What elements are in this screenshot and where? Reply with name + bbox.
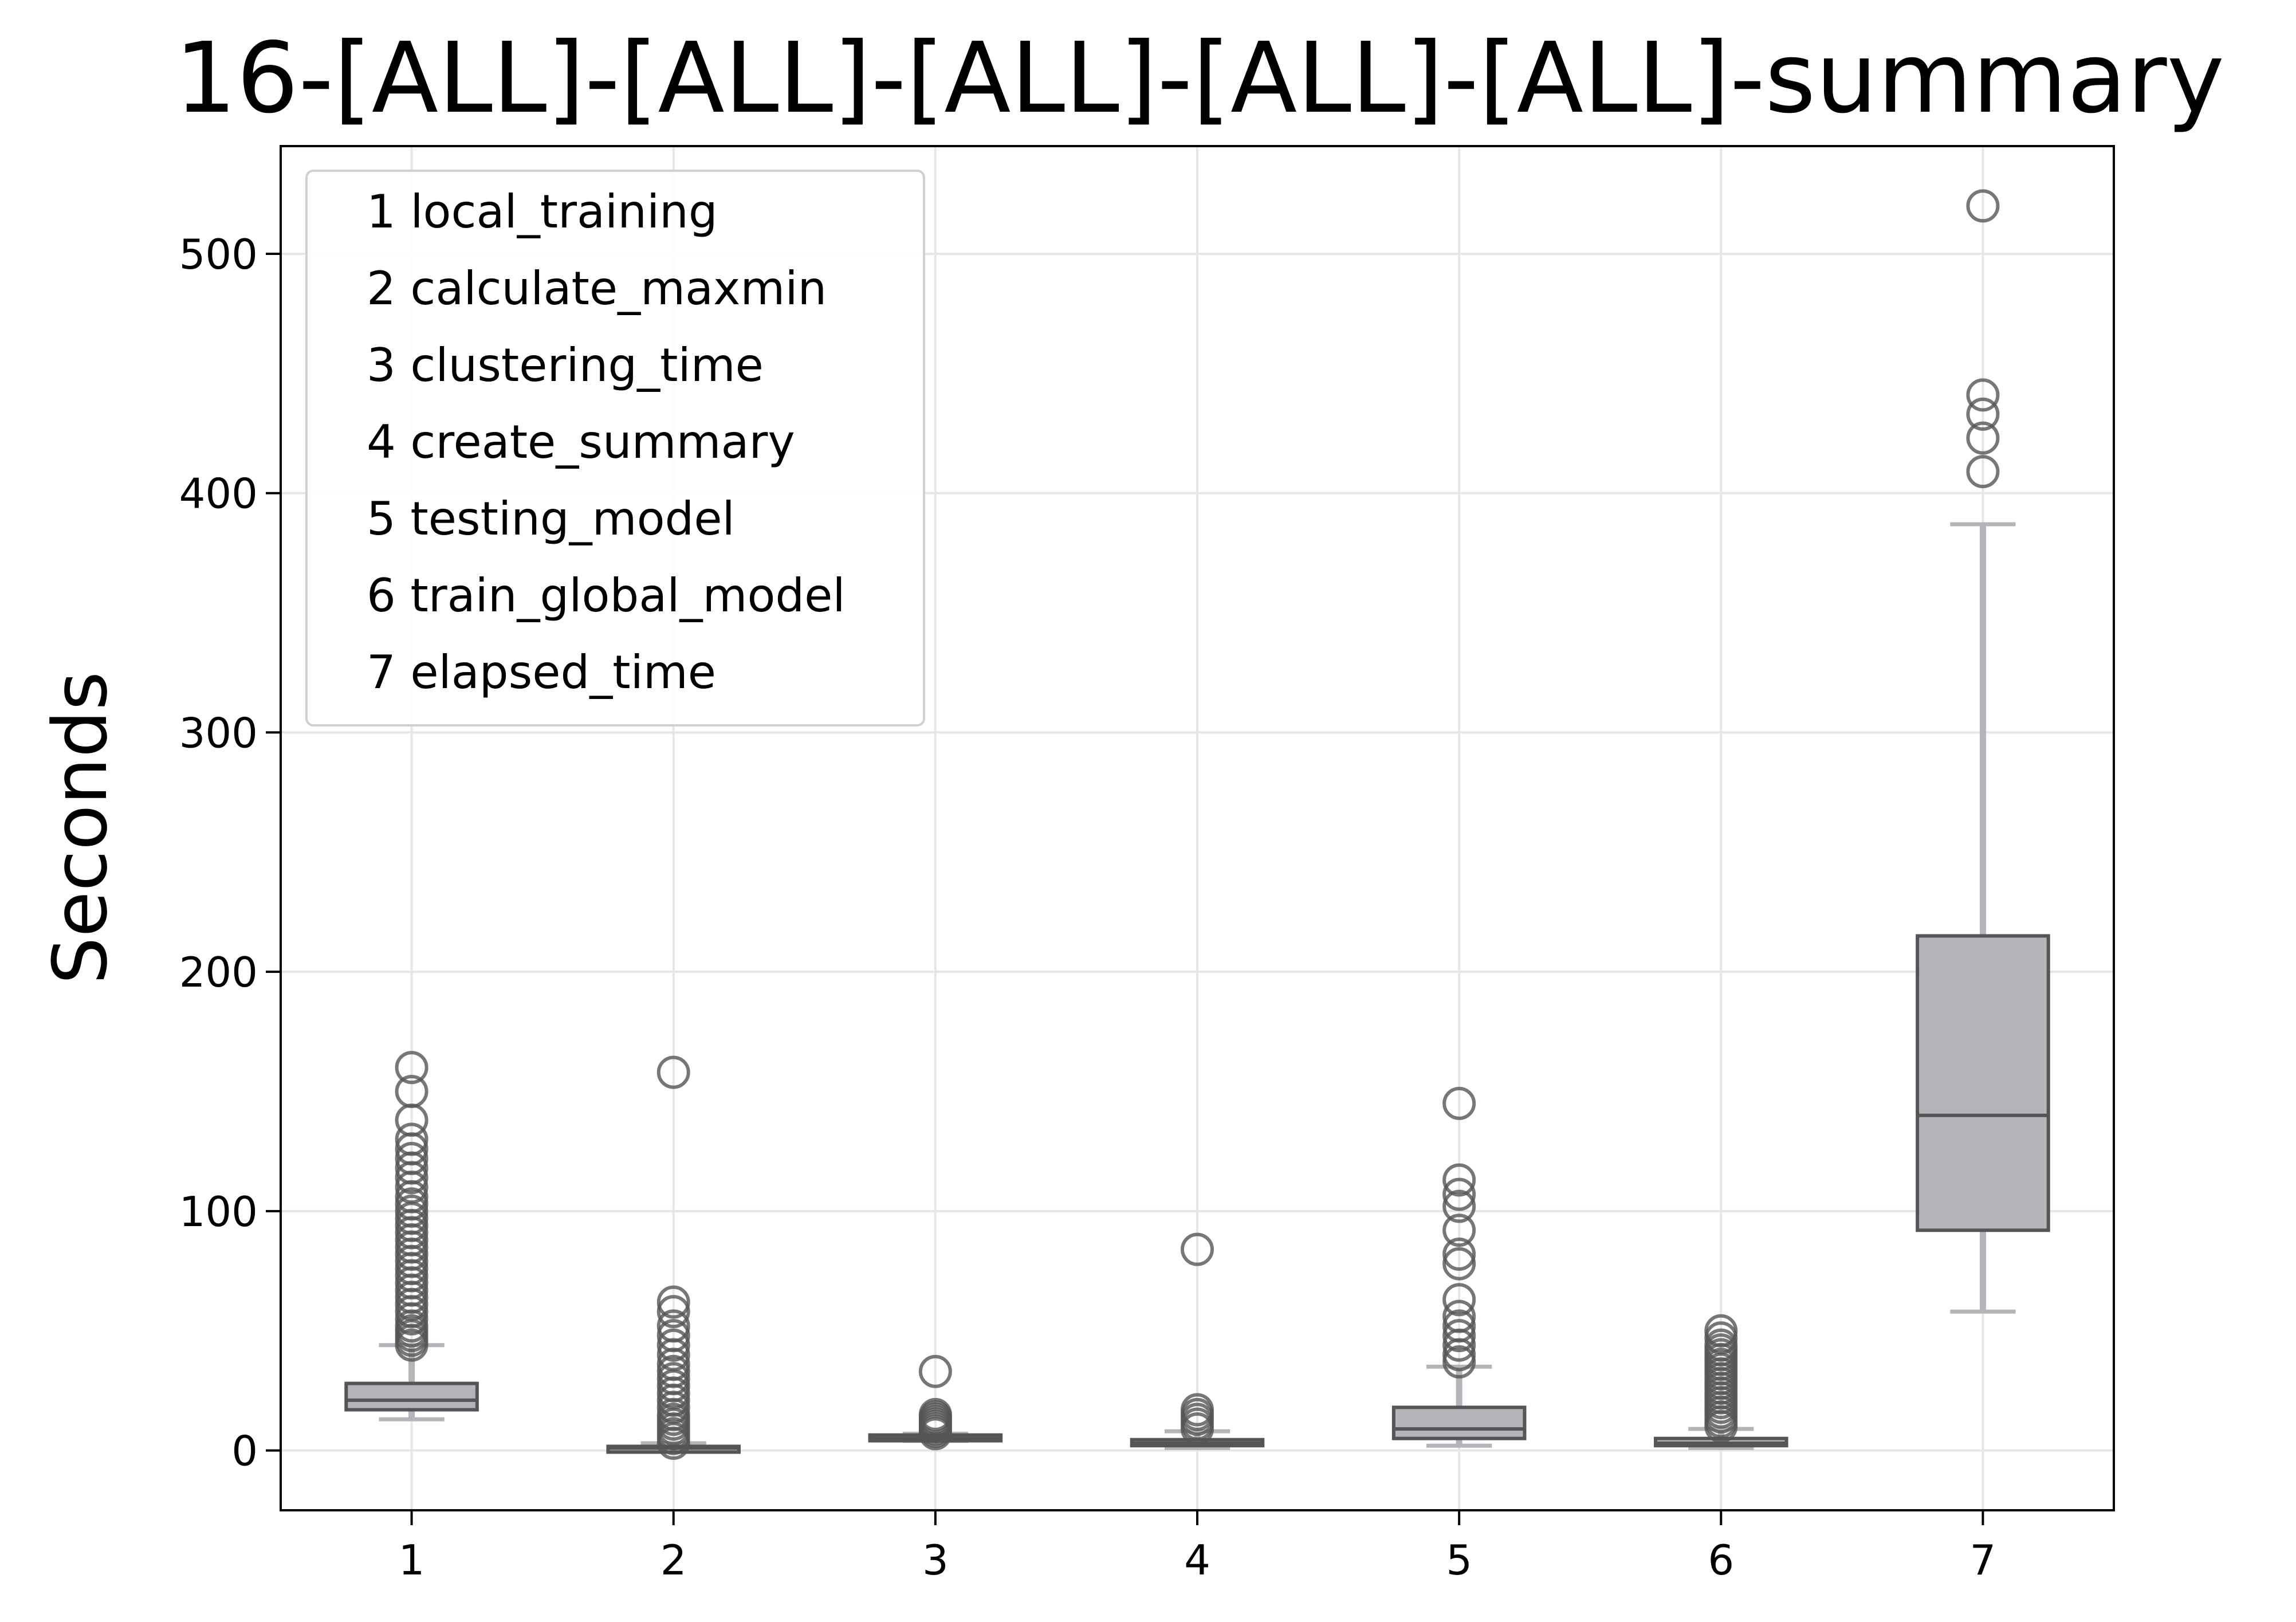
box-group-2 xyxy=(606,1055,741,1460)
y-tick-label: 200 xyxy=(179,948,258,996)
outlier-point xyxy=(1704,1314,1738,1348)
outlier-point xyxy=(1442,1309,1476,1343)
outlier-point xyxy=(395,1051,428,1085)
box-iqr xyxy=(1916,934,2050,1232)
outlier-point xyxy=(1181,1393,1214,1427)
box-group-6 xyxy=(1654,1314,1788,1450)
box-group-4 xyxy=(1130,1232,1265,1450)
x-tick-label: 4 xyxy=(1184,1536,1210,1584)
outlier-point xyxy=(656,1285,690,1319)
outlier-point xyxy=(1442,1319,1476,1353)
outlier-point xyxy=(395,1074,428,1108)
legend-entry: 7 elapsed_time xyxy=(367,646,716,699)
legend-entry: 2 calculate_maxmin xyxy=(367,262,827,315)
box-group-7 xyxy=(1916,189,2050,1314)
outlier-point xyxy=(1966,189,2000,223)
x-tick-label: 2 xyxy=(661,1536,687,1584)
outlier-point xyxy=(656,1309,690,1343)
outlier-point xyxy=(1181,1232,1214,1266)
x-tick-label: 1 xyxy=(399,1536,425,1584)
legend-frame xyxy=(305,170,925,726)
x-axis: 1 2 3 4 5 6 7 xyxy=(399,1510,1996,1584)
outlier-point xyxy=(1966,397,2000,431)
legend-entry: 3 clustering_time xyxy=(367,339,764,392)
outlier-point xyxy=(1442,1247,1476,1281)
outlier-point xyxy=(1442,1299,1476,1333)
outlier-point xyxy=(395,1122,428,1156)
y-tick-label: 300 xyxy=(179,709,258,757)
outlier-point xyxy=(1442,1283,1476,1317)
x-tick-label: 3 xyxy=(922,1536,949,1584)
legend: 1 local_training 2 calculate_maxmin 3 clus… xyxy=(305,170,925,726)
y-tick-label: 0 xyxy=(231,1427,258,1475)
outlier-point xyxy=(656,1319,690,1353)
box-group-3 xyxy=(868,1354,1003,1451)
y-tick-label: 400 xyxy=(179,470,258,518)
outlier-point xyxy=(1966,455,2000,489)
legend-entry: 5 testing_model xyxy=(367,492,735,545)
outlier-point xyxy=(1966,378,2000,412)
y-axis: 0 100 200 300 400 500 xyxy=(179,230,281,1475)
y-axis-label: Seconds xyxy=(37,671,124,984)
box-iqr xyxy=(344,1381,479,1412)
outlier-point xyxy=(656,1055,690,1089)
outlier-point xyxy=(1442,1238,1476,1271)
outlier-point xyxy=(1442,1213,1476,1247)
box-iqr xyxy=(1391,1405,1527,1440)
outlier-point xyxy=(656,1328,690,1362)
outlier-point xyxy=(1442,1086,1476,1120)
outlier-point xyxy=(1966,421,2000,455)
x-tick-label: 5 xyxy=(1446,1536,1472,1584)
legend-entry: 6 train_global_model xyxy=(367,569,846,622)
outlier-point xyxy=(1442,1163,1476,1197)
boxes-layer xyxy=(344,189,2050,1460)
legend-entry: 1 local_training xyxy=(367,185,718,238)
y-tick-label: 500 xyxy=(179,230,258,278)
chart-title: 16-[ALL]-[ALL]-[ALL]-[ALL]-[ALL]-summary xyxy=(175,22,2224,135)
outlier-point xyxy=(1442,1189,1476,1223)
box-group-1 xyxy=(344,1051,479,1421)
legend-entry: 4 create_summary xyxy=(367,415,795,469)
outlier-point xyxy=(656,1295,690,1329)
outlier-point xyxy=(1442,1177,1476,1211)
outlier-point xyxy=(918,1354,952,1388)
y-tick-label: 100 xyxy=(179,1188,258,1236)
outlier-point xyxy=(918,1397,952,1431)
outlier-point xyxy=(395,1141,428,1175)
x-tick-label: 6 xyxy=(1708,1536,1734,1584)
box-group-5 xyxy=(1391,1086,1527,1448)
x-tick-label: 7 xyxy=(1970,1536,1996,1584)
